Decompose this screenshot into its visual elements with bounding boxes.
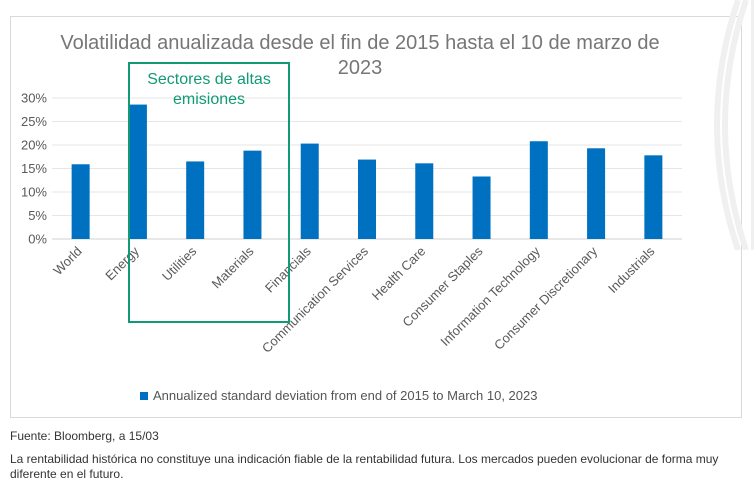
high-emission-sectors-box [128, 62, 290, 323]
bar-consumer-staples [472, 176, 491, 239]
y-tick-label: 10% [21, 185, 47, 200]
x-tick-label: Industrials [605, 243, 658, 296]
chart-title: Volatilidad anualizada desde el fin de 2… [60, 32, 660, 79]
x-tick-label: Information Technology [437, 243, 543, 349]
x-tick-label: Health Care [369, 244, 429, 304]
bar-energy [128, 104, 147, 239]
bar-utilities [186, 161, 205, 239]
disclaimer-text: La rentabilidad histórica no constituye … [10, 452, 719, 481]
bar-communication-services [358, 159, 376, 239]
bar-health-care [415, 163, 434, 239]
bar-financials [300, 143, 319, 239]
high-emission-sectors-label: Sectores de altas emisiones [147, 71, 271, 108]
bar-consumer-discretionary [587, 148, 606, 239]
y-tick-label: 0% [28, 232, 47, 247]
y-tick-label: 15% [21, 161, 47, 176]
y-tick-label: 30% [21, 91, 47, 106]
bar-information-technology [529, 141, 548, 239]
y-tick-label: 5% [28, 208, 47, 223]
bar-industrials [644, 155, 663, 239]
source-note: Fuente: Bloomberg, a 15/03 [10, 429, 159, 443]
bar-world [71, 164, 90, 239]
y-tick-label: 20% [21, 138, 47, 153]
bar-materials [243, 150, 262, 239]
decorative-arc-pattern [714, 0, 754, 250]
legend-swatch [140, 391, 148, 400]
x-tick-label: World [50, 244, 84, 278]
chart-legend: Annualized standard deviation from end o… [140, 388, 537, 403]
y-tick-label: 25% [21, 114, 47, 129]
x-tick-label: Consumer Discretionary [491, 243, 601, 353]
legend-label: Annualized standard deviation from end o… [153, 388, 538, 403]
